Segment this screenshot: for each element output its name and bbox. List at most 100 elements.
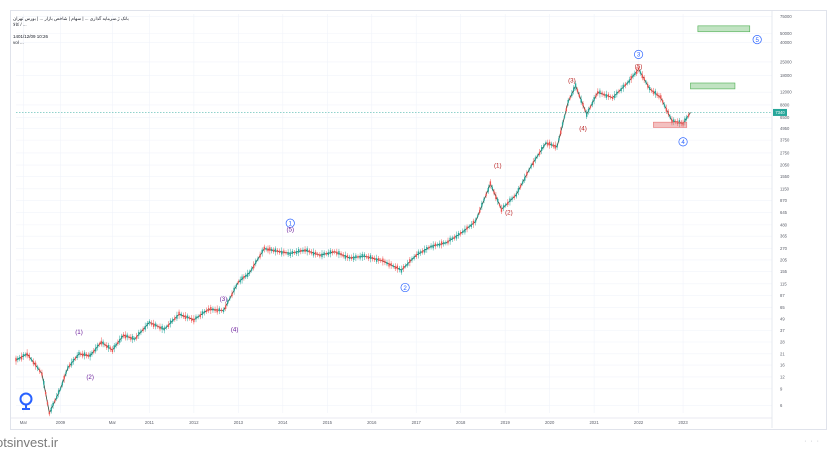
candle-body <box>424 248 426 253</box>
candle-body <box>59 388 62 390</box>
candle-body <box>491 186 493 189</box>
candle-body <box>186 315 189 319</box>
candle-body <box>462 230 464 234</box>
candle-body <box>359 255 361 259</box>
candle-body <box>578 94 580 97</box>
candle-body <box>159 326 161 330</box>
candle-body <box>547 142 549 146</box>
tradingview-logo-icon[interactable] <box>18 392 34 412</box>
last-price-value: 7340 <box>775 110 785 115</box>
candle-body <box>327 252 330 256</box>
candle-body <box>210 306 212 311</box>
candle-body <box>310 251 313 254</box>
candle-body <box>41 372 43 376</box>
candle-body <box>272 249 275 252</box>
candle-body <box>626 82 629 84</box>
candle-body <box>582 103 584 106</box>
candle-body <box>124 334 127 339</box>
chart-grid <box>16 14 772 413</box>
y-tick-label: 205 <box>780 257 788 262</box>
candle-body <box>609 96 612 98</box>
candle-body <box>654 90 656 95</box>
candle-body <box>287 252 289 255</box>
candle-body <box>237 281 240 283</box>
candle-body <box>338 251 340 255</box>
candle-body <box>443 242 445 245</box>
candle-body <box>369 255 372 259</box>
candle-body <box>348 256 351 259</box>
y-tick-label: 870 <box>780 198 788 203</box>
candle-body <box>502 205 505 209</box>
candle-body <box>637 67 640 71</box>
candle-body <box>419 251 422 254</box>
candle-body <box>541 147 543 151</box>
candle-body <box>122 334 125 337</box>
candle-body <box>451 237 453 240</box>
candle-body <box>102 341 104 345</box>
candle-body <box>144 326 146 330</box>
candle-body <box>472 220 475 225</box>
y-tick-label: 75000 <box>780 14 792 19</box>
candle-body <box>466 226 468 230</box>
y-tick-label: 3750 <box>780 138 790 143</box>
candle-body <box>148 321 151 324</box>
candle-body <box>548 141 551 146</box>
candle-body <box>428 246 430 249</box>
candle-body <box>388 262 390 267</box>
candle-body <box>687 114 690 117</box>
candle-body <box>526 172 528 176</box>
candle-body <box>278 250 281 253</box>
candle-body <box>54 400 56 402</box>
candle-body <box>126 334 128 338</box>
candle-body <box>599 90 601 95</box>
candle-body <box>394 266 396 269</box>
candle-body <box>346 255 349 259</box>
candle-body <box>641 74 643 79</box>
candle-body <box>460 232 462 235</box>
wave-label: (4) <box>231 327 239 334</box>
x-tick-label: 2013 <box>234 420 244 425</box>
candle-body <box>407 262 409 266</box>
candle-body <box>106 345 108 348</box>
candle-body <box>227 300 229 304</box>
candle-body <box>138 331 140 336</box>
candle-body <box>308 250 310 253</box>
candle-body <box>392 265 394 267</box>
candle-body <box>505 204 507 206</box>
candle-body <box>447 240 449 244</box>
candle-body <box>261 249 263 254</box>
candle-body <box>576 89 579 92</box>
candle-body <box>197 316 199 318</box>
candle-body <box>169 320 172 325</box>
candle-body <box>140 330 142 333</box>
candle-body <box>464 228 466 233</box>
candle-body <box>199 314 201 318</box>
wave-label: (5) <box>635 64 643 71</box>
candle-body <box>649 87 651 90</box>
candle-body <box>133 338 136 340</box>
x-tick-label: 2023 <box>678 420 688 425</box>
candle-body <box>155 323 157 327</box>
volume-readout: vol ... <box>13 40 24 45</box>
candle-body <box>46 402 49 405</box>
candle-body <box>361 253 363 258</box>
candle-body <box>639 71 642 74</box>
candle-body <box>605 94 607 98</box>
x-tick-label: Mar <box>109 420 117 425</box>
candle-body <box>400 268 403 273</box>
candle-body <box>178 311 180 316</box>
candle-body <box>342 254 344 257</box>
candle-body <box>295 250 298 254</box>
y-tick-label: 115 <box>780 281 787 286</box>
candle-body <box>380 259 382 262</box>
candle-body <box>245 274 247 278</box>
candle-body <box>117 341 119 344</box>
candle-body <box>682 122 684 126</box>
candle-body <box>543 144 545 148</box>
candle-body <box>107 344 110 349</box>
wave-label: 5 <box>755 37 759 44</box>
candle-body <box>329 250 332 254</box>
candle-body <box>132 336 134 340</box>
candle-body <box>298 249 300 253</box>
